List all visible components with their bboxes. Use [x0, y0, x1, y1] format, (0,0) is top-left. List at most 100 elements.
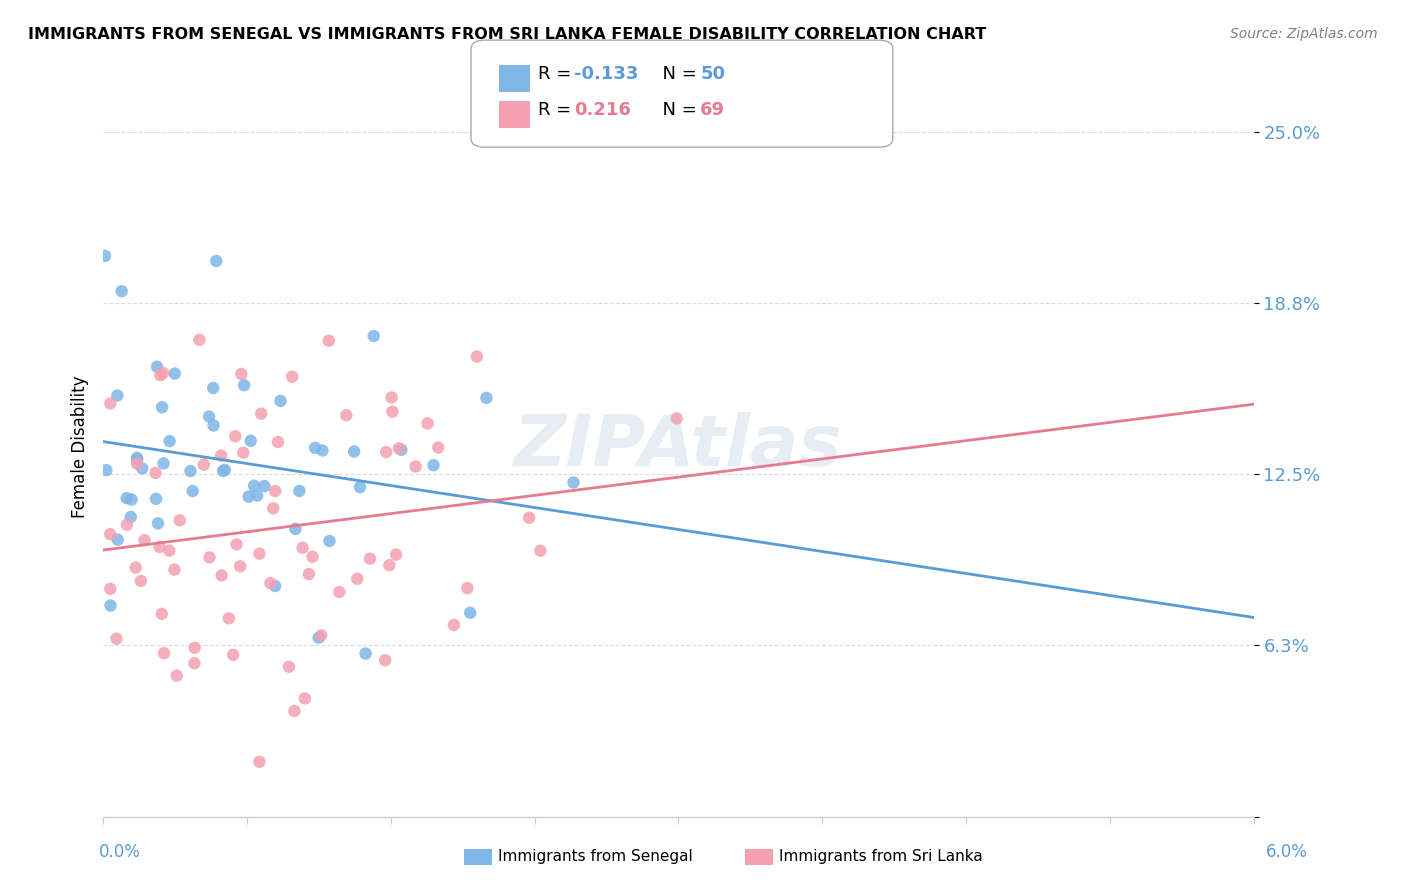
Point: [374, 653, 396, 667]
Point: [283, 704, 305, 718]
Point: [294, 691, 316, 706]
Point: [188, 333, 211, 347]
Point: [152, 457, 174, 471]
Point: [205, 254, 228, 268]
Point: [443, 618, 465, 632]
Point: [346, 572, 368, 586]
Point: [238, 490, 260, 504]
Point: [96, 463, 118, 477]
Text: N =: N =: [651, 101, 703, 119]
Point: [233, 378, 256, 392]
Point: [475, 391, 498, 405]
Point: [148, 540, 170, 554]
Y-axis label: Female Disability: Female Disability: [72, 376, 89, 518]
Point: [231, 367, 253, 381]
Point: [259, 576, 281, 591]
Point: [328, 585, 350, 599]
Point: [157, 543, 180, 558]
Text: -0.133: -0.133: [574, 65, 638, 83]
Point: [458, 606, 481, 620]
Point: [146, 359, 169, 374]
Point: [150, 401, 173, 415]
Point: [115, 491, 138, 505]
Point: [291, 541, 314, 555]
Point: [422, 458, 444, 473]
Point: [145, 466, 167, 480]
Point: [183, 657, 205, 671]
Point: [105, 389, 128, 403]
Point: [127, 452, 149, 467]
Point: [359, 551, 381, 566]
Point: [232, 445, 254, 459]
Point: [243, 478, 266, 492]
Point: [202, 418, 225, 433]
Point: [301, 549, 323, 564]
Point: [105, 632, 128, 646]
Point: [335, 409, 357, 423]
Point: [427, 441, 450, 455]
Point: [405, 459, 427, 474]
Point: [163, 563, 186, 577]
Point: [311, 628, 333, 642]
Point: [181, 483, 204, 498]
Point: [250, 407, 273, 421]
Point: [222, 648, 245, 662]
Point: [125, 450, 148, 465]
Point: [149, 368, 172, 383]
Point: [253, 479, 276, 493]
Point: [193, 458, 215, 472]
Point: [163, 367, 186, 381]
Point: [94, 249, 117, 263]
Point: [152, 366, 174, 380]
Point: [100, 396, 122, 410]
Point: [169, 513, 191, 527]
Point: [179, 464, 201, 478]
Point: [146, 516, 169, 531]
Point: [229, 559, 252, 574]
Point: [354, 647, 377, 661]
Point: [249, 547, 271, 561]
Point: [100, 599, 122, 613]
Text: 0.216: 0.216: [574, 101, 630, 119]
Point: [270, 393, 292, 408]
Point: [153, 646, 176, 660]
Text: 0.0%: 0.0%: [98, 843, 141, 861]
Point: [202, 381, 225, 395]
Point: [349, 480, 371, 494]
Point: [239, 434, 262, 448]
Text: Source: ZipAtlas.com: Source: ZipAtlas.com: [1230, 27, 1378, 41]
Text: N =: N =: [651, 65, 703, 83]
Point: [389, 442, 412, 457]
Point: [166, 668, 188, 682]
Point: [343, 444, 366, 458]
Text: R =: R =: [538, 101, 578, 119]
Point: [381, 405, 404, 419]
Text: 50: 50: [700, 65, 725, 83]
Point: [311, 443, 333, 458]
Point: [665, 411, 688, 425]
Text: 69: 69: [700, 101, 725, 119]
Point: [264, 483, 287, 498]
Point: [98, 527, 121, 541]
Point: [277, 659, 299, 673]
Point: [198, 409, 221, 424]
Point: [517, 510, 540, 524]
Point: [129, 574, 152, 588]
Point: [247, 755, 270, 769]
Text: R =: R =: [538, 65, 578, 83]
Point: [246, 489, 269, 503]
Point: [318, 334, 340, 348]
Point: [378, 558, 401, 573]
Point: [465, 350, 488, 364]
Point: [125, 560, 148, 574]
Text: ZIPAtlas: ZIPAtlas: [515, 412, 842, 482]
Point: [159, 434, 181, 449]
Point: [209, 449, 232, 463]
Point: [211, 568, 233, 582]
Point: [308, 631, 330, 645]
Text: 6.0%: 6.0%: [1265, 843, 1308, 861]
Point: [145, 491, 167, 506]
Point: [225, 537, 247, 551]
Point: [262, 501, 284, 516]
Point: [281, 369, 304, 384]
